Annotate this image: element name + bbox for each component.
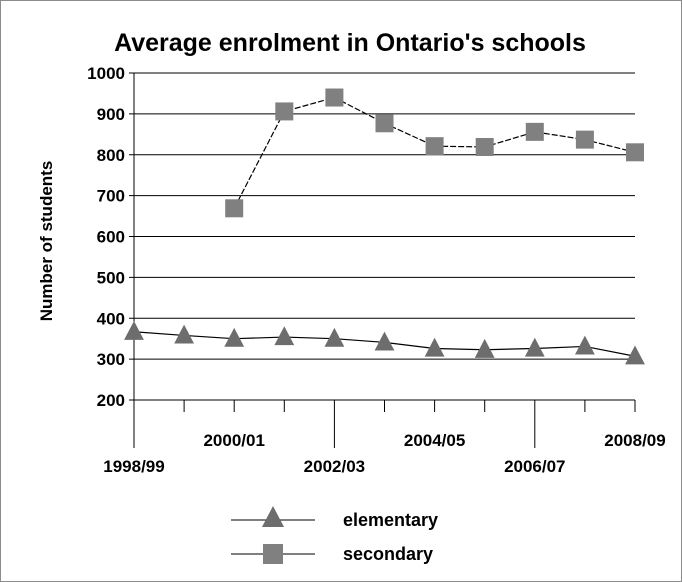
elementary-point <box>124 320 144 340</box>
secondary-point <box>325 88 344 107</box>
y-tick-label: 800 <box>97 146 125 165</box>
x-tick-label: 2008/09 <box>604 431 665 450</box>
gridlines <box>129 72 635 401</box>
x-tick-label: 2004/05 <box>404 431 465 450</box>
secondary-point <box>425 137 444 156</box>
x-tick-label: 2002/03 <box>304 457 365 476</box>
elementary-point <box>575 335 595 355</box>
elementary-point <box>224 327 245 347</box>
series <box>124 88 645 365</box>
secondary-point <box>626 143 644 162</box>
secondary-point <box>225 199 244 218</box>
elementary-point <box>424 337 445 357</box>
y-axis-label: Number of students <box>37 161 56 322</box>
secondary-point <box>375 114 394 133</box>
legend-label: elementary <box>343 510 438 530</box>
elementary-point <box>174 324 194 344</box>
y-tick-label: 600 <box>97 228 125 247</box>
axes <box>133 73 636 448</box>
elementary-point <box>474 338 495 358</box>
elementary-point <box>274 326 295 346</box>
y-tick-label: 200 <box>97 391 125 410</box>
elementary-point <box>324 327 345 347</box>
y-tick-label: 900 <box>97 105 125 124</box>
tick-labels: 200 300 400 500 600 700 800 900 1000 1998/99 2000/… <box>87 64 666 476</box>
y-tick-label: 700 <box>97 187 125 206</box>
elementary-point <box>625 345 645 365</box>
secondary-point <box>575 130 594 149</box>
legend-triangle-marker <box>262 506 284 527</box>
chart-title: Average enrolment in Ontario's schools <box>114 29 586 57</box>
elementary-point <box>374 331 395 351</box>
legend-label: secondary <box>343 544 433 564</box>
legend-item-elementary: elementary <box>231 506 438 530</box>
secondary-point <box>275 102 294 121</box>
x-tick-label: 2000/01 <box>203 431 264 450</box>
legend-item-secondary: secondary <box>231 544 433 564</box>
x-tick-label: 2006/07 <box>504 457 565 476</box>
elementary-point <box>524 337 545 357</box>
legend-square-marker <box>263 544 283 564</box>
y-tick-label: 1000 <box>87 64 125 83</box>
x-tick-label: 1998/99 <box>103 457 164 476</box>
series-elementary <box>124 320 645 365</box>
secondary-point <box>475 137 494 156</box>
series-secondary <box>225 88 644 218</box>
legend: elementary secondary <box>231 506 438 564</box>
secondary-point <box>525 122 544 141</box>
y-tick-label: 400 <box>97 309 125 328</box>
y-tick-label: 500 <box>97 268 125 287</box>
y-tick-label: 300 <box>97 350 125 369</box>
